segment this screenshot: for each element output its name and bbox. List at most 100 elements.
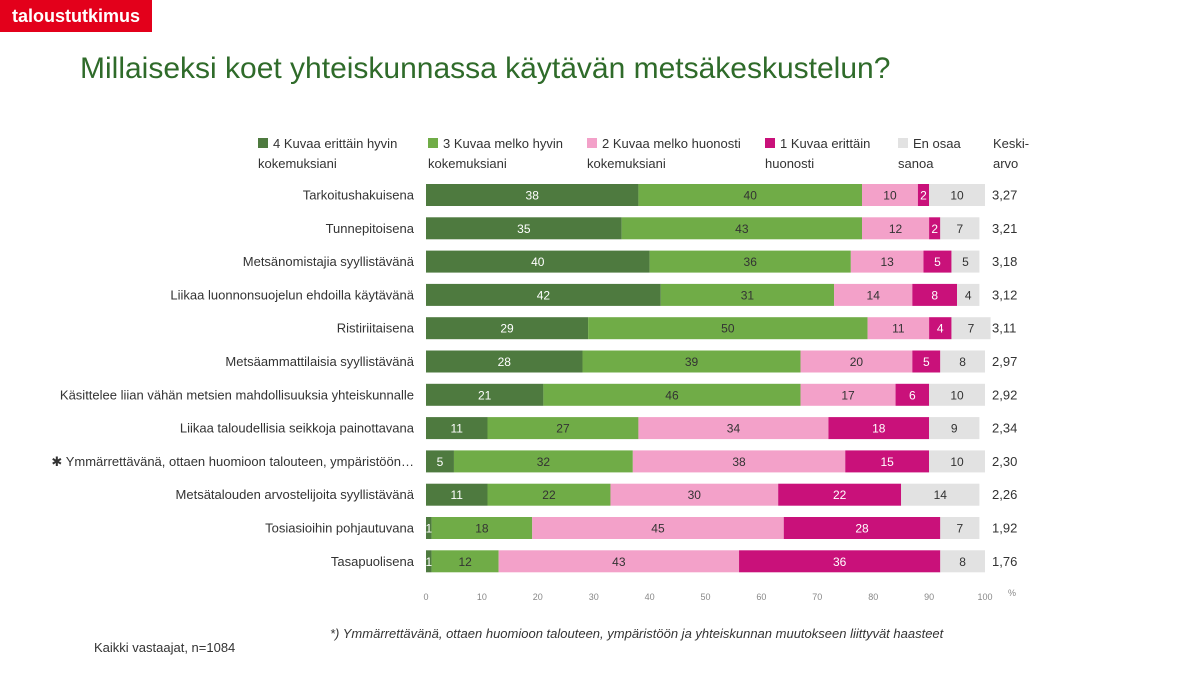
data-label: 12 xyxy=(458,555,472,569)
data-label: 8 xyxy=(931,288,938,302)
bar-segment xyxy=(498,550,740,573)
legend-swatch-4 xyxy=(258,138,268,148)
bar-segment xyxy=(929,417,980,440)
category-label: Liikaa taloudellisia seikkoja painottava… xyxy=(180,421,415,436)
bar-segment xyxy=(431,550,499,573)
data-label: 11 xyxy=(892,322,905,336)
data-label: 34 xyxy=(727,422,741,436)
data-label: 1 xyxy=(425,555,432,569)
bar-segment xyxy=(543,383,801,406)
bar-segment xyxy=(638,417,829,440)
bar-segment xyxy=(917,184,930,206)
x-tick-label: 50 xyxy=(700,592,710,602)
bar-segment xyxy=(800,383,896,406)
data-label: 9 xyxy=(951,422,958,436)
mean-value: 2,97 xyxy=(992,354,1017,369)
data-label: 43 xyxy=(612,555,626,569)
legend-item-1: 1 Kuvaa erittäin huonosti xyxy=(765,134,890,174)
legend-label-4: 4 Kuvaa erittäin hyvin kokemuksiani xyxy=(258,136,398,171)
bar-segment xyxy=(487,417,639,440)
bar-segment xyxy=(940,350,985,373)
legend-label-1: 1 Kuvaa erittäin huonosti xyxy=(765,136,871,171)
mean-value: 3,11 xyxy=(992,321,1016,336)
bar-segment xyxy=(426,217,622,240)
bar-segment xyxy=(940,217,980,240)
legend-swatch-3 xyxy=(428,138,438,148)
x-tick-label: 70 xyxy=(812,592,822,602)
legend-item-2: 2 Kuvaa melko huonosti kokemuksiani xyxy=(587,134,747,174)
data-label: 21 xyxy=(478,388,492,402)
data-label: 14 xyxy=(867,288,881,302)
data-label: 22 xyxy=(542,488,556,502)
bar-segment xyxy=(739,550,941,573)
mean-value: 2,30 xyxy=(992,454,1017,469)
bar-segment xyxy=(929,317,952,340)
mean-value: 1,76 xyxy=(992,554,1017,569)
bar-segment xyxy=(845,450,930,473)
base-note: Kaikki vastaajat, n=1084 xyxy=(94,640,236,655)
x-tick-label: 60 xyxy=(756,592,766,602)
category-label: Tarkoitushakuisena xyxy=(303,188,415,203)
bar-segment xyxy=(940,517,980,539)
legend-label-eos: En osaa sanoa xyxy=(898,136,961,171)
bar-segment xyxy=(638,184,863,206)
bar-segment xyxy=(632,450,846,473)
bar-segment xyxy=(783,517,941,539)
chart-legend: 4 Kuvaa erittäin hyvin kokemuksiani 3 Ku… xyxy=(0,134,1200,174)
bar-segment xyxy=(588,317,868,340)
data-label: 7 xyxy=(957,522,964,536)
data-label: 13 xyxy=(880,255,894,269)
bar-segment xyxy=(929,217,941,240)
category-label: Metsäammattilaisia syyllistävänä xyxy=(225,354,414,369)
data-label: 38 xyxy=(732,455,746,469)
category-label: Ristiriitaisena xyxy=(337,321,415,336)
data-label: 35 xyxy=(517,222,531,236)
data-label: 42 xyxy=(537,288,551,302)
bar-segment xyxy=(426,383,544,406)
data-label: 11 xyxy=(451,488,464,502)
category-label: Tasapuolisena xyxy=(331,554,415,569)
data-label: 7 xyxy=(957,222,964,236)
bar-segment xyxy=(901,483,980,506)
data-label: 10 xyxy=(950,388,964,402)
data-label: 28 xyxy=(855,522,869,536)
data-label: 50 xyxy=(721,322,735,336)
legend-label-3: 3 Kuvaa melko hyvin kokemuksiani xyxy=(428,136,563,171)
page-title: Millaiseksi koet yhteiskunnassa käytävän… xyxy=(80,52,891,85)
bar-segment xyxy=(862,184,918,206)
bar-segment xyxy=(912,350,941,373)
data-label: 15 xyxy=(880,455,894,469)
legend-swatch-1 xyxy=(765,138,775,148)
data-label: 2 xyxy=(920,189,927,203)
data-label: 45 xyxy=(651,522,665,536)
bar-segment xyxy=(426,450,454,473)
category-label: Käsittelee liian vähän metsien mahdollis… xyxy=(60,387,414,402)
data-label: 31 xyxy=(741,288,755,302)
bar-segment xyxy=(834,283,913,306)
bar-segment xyxy=(951,317,991,340)
data-label: 5 xyxy=(962,255,969,269)
bar-segment xyxy=(610,483,779,506)
mean-value: 3,18 xyxy=(992,254,1017,269)
bar-segment xyxy=(426,517,432,539)
legend-item-eos: En osaa sanoa xyxy=(898,134,968,174)
x-tick-label: 100 xyxy=(977,592,992,602)
data-label: 5 xyxy=(923,355,930,369)
mean-value: 1,92 xyxy=(992,521,1017,536)
x-tick-label: 20 xyxy=(533,592,543,602)
mean-value: 3,27 xyxy=(992,188,1017,203)
x-tick-label: 40 xyxy=(645,592,655,602)
footnote: *) Ymmärrettävänä, ottaen huomioon talou… xyxy=(330,626,944,641)
bar-segment xyxy=(426,350,583,373)
bar-segment xyxy=(453,450,633,473)
category-label: Metsänomistajia syyllistävänä xyxy=(243,254,415,269)
category-label: Tunnepitoisena xyxy=(326,221,415,236)
data-label: 27 xyxy=(556,422,570,436)
data-label: 17 xyxy=(841,388,855,402)
legend-item-4: 4 Kuvaa erittäin hyvin kokemuksiani xyxy=(258,134,408,174)
data-label: 2 xyxy=(931,222,938,236)
x-axis-unit: % xyxy=(1008,588,1016,598)
data-label: 28 xyxy=(498,355,512,369)
data-label: 7 xyxy=(968,322,975,336)
mean-value: 2,26 xyxy=(992,487,1017,502)
